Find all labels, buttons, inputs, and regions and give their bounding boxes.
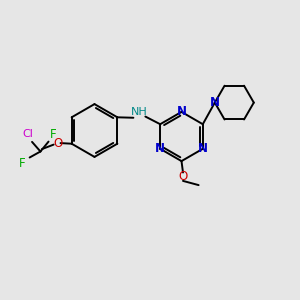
Text: NH: NH (130, 107, 147, 117)
Text: F: F (19, 157, 26, 170)
Text: N: N (210, 96, 220, 109)
Text: F: F (50, 128, 57, 141)
Text: Cl: Cl (22, 129, 33, 139)
Text: N: N (198, 142, 208, 155)
Text: O: O (54, 136, 63, 150)
Text: N: N (176, 105, 187, 119)
Text: O: O (178, 169, 188, 183)
Text: N: N (155, 142, 165, 155)
